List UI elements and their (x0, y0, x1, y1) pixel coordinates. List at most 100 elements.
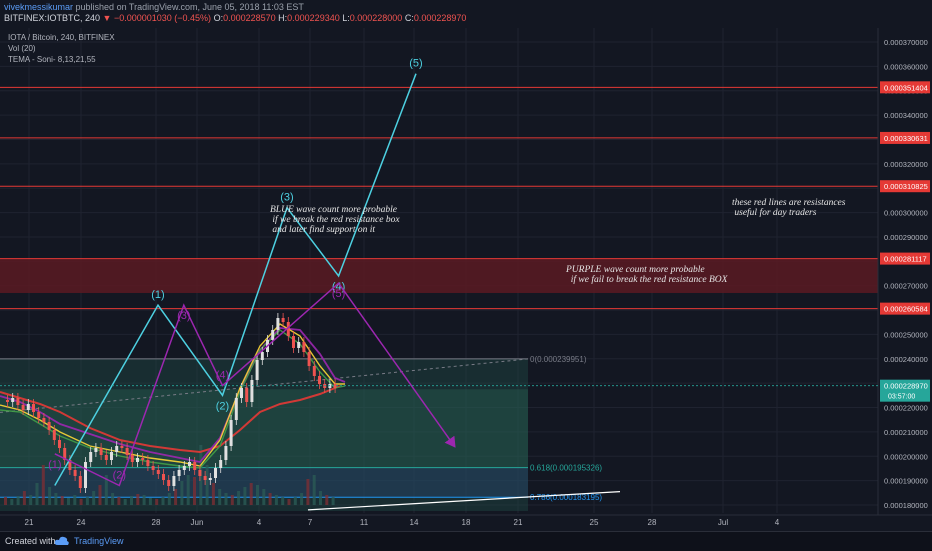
time-tick-label: 28 (648, 518, 657, 527)
resistance-price-tag (880, 252, 930, 265)
volume-bar (287, 499, 291, 505)
resistance-price-label: 0.000310825 (884, 182, 928, 191)
author-link[interactable]: vivekmessikumar (4, 2, 74, 12)
time-axis[interactable]: 21 24 28 Jun 4 7 11 14 18 21 25 28 Jul 4 (0, 514, 932, 527)
candle-body (84, 462, 87, 488)
volume-bar (48, 487, 52, 505)
candle-body (136, 458, 139, 462)
volume-bar (92, 491, 96, 505)
volume-bar (29, 495, 33, 505)
price-chart[interactable]: 0(0.000239951) 0.618(0.000195326) 0.786(0.… (0, 0, 932, 531)
candle-body (120, 446, 124, 448)
volume-bar (174, 489, 178, 505)
candle-body (193, 462, 197, 470)
time-tick-label: 18 (462, 518, 471, 527)
time-tick-label: 24 (77, 518, 86, 527)
volume-bar (249, 483, 253, 505)
low-label: L: (342, 13, 350, 23)
volume-bar (4, 497, 7, 505)
candle-body (333, 384, 337, 388)
candle-body (110, 452, 113, 460)
price-tick-label: 0.000370000 (884, 38, 928, 47)
blue-wave-label: (5) (409, 58, 422, 70)
resistance-price-tag (880, 302, 930, 315)
volume-bar (16, 496, 20, 505)
candle-body (146, 460, 150, 466)
candle-body (156, 470, 160, 474)
price-tick-label: 0.000190000 (884, 477, 928, 486)
candle-body (32, 404, 35, 412)
volume-bar (237, 491, 241, 505)
resistance-price-tag (880, 81, 930, 94)
volume-bar (180, 481, 184, 505)
volume-bar (281, 497, 285, 505)
volume-bar (54, 493, 58, 505)
candle-body (219, 460, 223, 468)
candle-body (99, 448, 103, 455)
open-label: O: (213, 13, 224, 23)
fib-level-label: 0(0.000239951) (530, 355, 587, 364)
candle-body (198, 470, 202, 476)
price-tick-label: 0.000210000 (884, 428, 928, 437)
tema-legend[interactable]: TEMA - Soni- 8,13,21,55 (8, 55, 96, 64)
resistance-price-label: 0.000281117 (884, 255, 927, 264)
volume-bar (98, 485, 102, 505)
time-tick-label: 4 (257, 518, 262, 527)
candle-body (271, 330, 275, 340)
resistance-note: these red lines are resistances useful f… (732, 198, 846, 218)
time-tick-label: Jun (191, 518, 204, 527)
volume-bar (167, 493, 171, 505)
price-tick-label: 0.000360000 (884, 62, 928, 71)
candle-body (260, 352, 264, 360)
volume-bar (243, 487, 247, 505)
volume-bar (130, 496, 133, 505)
wave-counts[interactable]: (1)(2)(3)(4)(5)(1)(2)(3)(4)(5) (48, 58, 456, 487)
series-legend[interactable]: IOTA / Bitcoin, 240, BITFINEX (8, 33, 115, 42)
volume-bar (331, 497, 335, 505)
candle-body (292, 336, 295, 348)
candle-body (281, 318, 285, 322)
price-tick-label: 0.000240000 (884, 355, 928, 364)
price-change: ▼ −0.000001030 (−0.45%) (102, 13, 212, 23)
candle-body (104, 455, 108, 460)
price-axis[interactable]: 0.0003700000.0003600000.0003500000.00034… (0, 28, 932, 515)
volume-bar (22, 491, 26, 505)
fibonacci-retracement[interactable]: 0(0.000239951) 0.618(0.000195326) 0.786(0.… (0, 355, 621, 511)
candle-body (89, 452, 93, 462)
candle-body (245, 388, 249, 402)
candle-body (208, 478, 212, 480)
published-text: published on TradingView.com, June 05, 2… (75, 2, 304, 12)
symbol-line[interactable]: BITFINEX:IOTBTC, 240 (4, 13, 101, 23)
volume-bar (67, 498, 70, 505)
purple-wave-line (54, 282, 456, 487)
volume-bar (193, 477, 196, 505)
created-with-text: Created with (5, 536, 56, 546)
candle-body (141, 458, 145, 460)
resistance-box[interactable] (0, 258, 878, 293)
volume-bar (136, 494, 140, 505)
volume-bar (104, 475, 108, 505)
last-price-label: 0.000228970 (884, 382, 928, 391)
purple-wave-label: (5) (332, 288, 345, 300)
footer: Created with TradingView (0, 531, 932, 551)
blue-wave-note: BLUE wave count more probable if we brea… (270, 205, 400, 235)
candle-body (130, 455, 134, 462)
tema-line (0, 327, 346, 463)
tradingview-cloud-icon (54, 536, 69, 545)
candle-body (302, 342, 306, 352)
candle-body (58, 440, 61, 448)
close-label: C: (404, 13, 414, 23)
candle-body (224, 446, 228, 460)
price-tick-label: 0.000300000 (884, 209, 928, 218)
volume-bar (35, 483, 39, 505)
volume-legend[interactable]: Vol (20) (8, 44, 36, 53)
purple-wave-note: PURPLE wave count more probable if we fa… (566, 265, 728, 285)
purple-wave-label: (3) (177, 310, 190, 322)
volume-bar (300, 493, 304, 505)
volume-bar (312, 475, 316, 505)
candle-body (63, 448, 67, 460)
volume-bar (268, 493, 272, 505)
candle-body (255, 360, 259, 380)
resistance-lines[interactable] (0, 86, 878, 310)
tradingview-brand[interactable]: TradingView (74, 536, 124, 546)
